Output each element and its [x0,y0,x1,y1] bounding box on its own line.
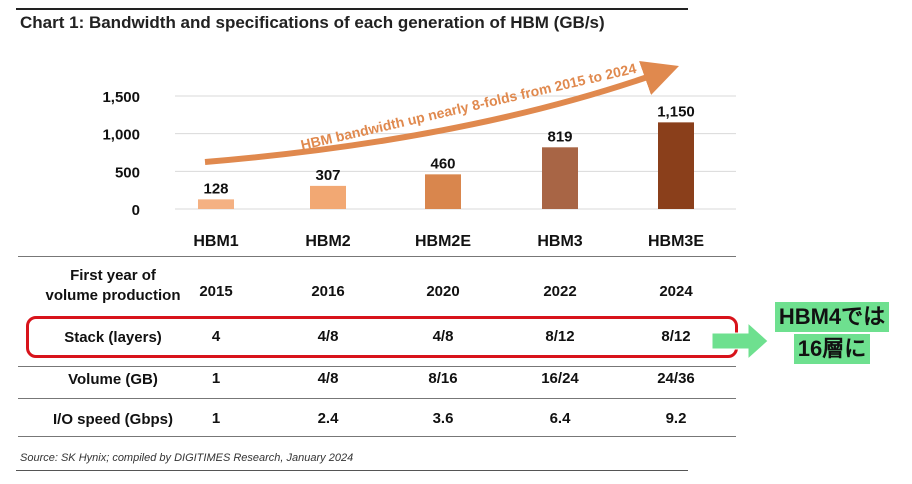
table-cell: 1 [211,410,221,427]
source-note: Source: SK Hynix; compiled by DIGITIMES … [20,452,354,464]
table-cell: 2016 [311,283,345,300]
table-cell: 2.4 [317,410,339,427]
table-cell: 24/36 [657,370,695,387]
table-cell: 6.4 [549,410,571,427]
chart-title: Chart 1: Bandwidth and specifications of… [20,13,605,32]
category-label: HBM3 [537,233,582,250]
row-label-first-year-line2: volume production [45,287,181,304]
category-label: HBM2E [415,233,471,250]
table-cell: 16/24 [541,370,579,387]
value-label: 460 [430,155,455,172]
value-label: 128 [203,180,228,197]
row-label-first-year-line1: First year of [70,267,156,284]
table-cell: 4/8 [317,328,339,345]
hbm4-callout: HBM4では 16層に [772,302,892,366]
table-cell: 8/16 [428,370,458,387]
table-cell: 2022 [543,283,577,300]
table-cell: 2015 [199,283,233,300]
trend-arrow [204,61,679,165]
table-rule-2 [18,366,736,367]
table-cell: 8/12 [661,328,691,345]
category-label: HBM2 [305,233,350,250]
row-label-volume: Volume (GB) [68,371,158,388]
bar-hbm3 [542,147,578,209]
category-label: HBM1 [193,233,238,250]
category-label: HBM3E [648,233,704,250]
y-tick-label: 500 [115,164,140,181]
y-tick-label: 1,000 [102,127,140,144]
row-label-stack: Stack (layers) [64,329,162,346]
bottom-rule [16,470,688,471]
bar-hbm2e [425,174,461,209]
table-rule-bottom [18,436,736,437]
value-label: 1,150 [657,103,695,120]
callout-line-2: 16層に [793,334,871,364]
y-tick-label: 1,500 [102,89,140,106]
callout-line-1: HBM4では [774,302,890,332]
table-cell: 8/12 [545,328,575,345]
table-cell: 2020 [426,283,460,300]
table-rule-top [18,256,736,257]
table-cell: 9.2 [665,410,687,427]
table-cell: 1 [211,370,221,387]
bar-hbm2 [310,185,346,209]
y-tick-label: 0 [132,202,140,219]
value-label: 307 [315,167,340,184]
table-cell: 4/8 [317,370,339,387]
table-cell: 3.6 [432,410,454,427]
table-rule-3 [18,398,736,399]
bar-hbm3e [658,122,694,209]
table-cell: 4 [211,328,221,345]
value-label: 819 [547,128,572,145]
bar-hbm1 [198,199,234,209]
row-label-io-speed: I/O speed (Gbps) [52,411,173,428]
callout-arrow [711,321,769,361]
top-rule [16,8,688,10]
table-cell: 2024 [659,283,693,300]
table-cell: 4/8 [432,328,454,345]
row-label-first-year: First year of volume production [28,266,198,306]
